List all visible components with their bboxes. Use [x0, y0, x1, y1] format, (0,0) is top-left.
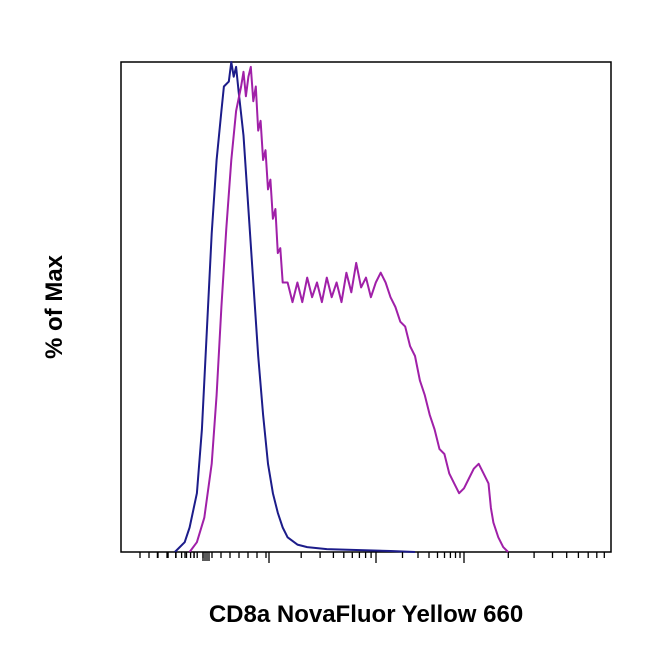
x-axis	[139, 552, 605, 563]
x-axis-label: CD8a NovaFluor Yellow 660	[209, 601, 523, 628]
series-layer	[174, 61, 509, 553]
histogram-series-1	[174, 61, 416, 553]
y-axis-label: % of Max	[41, 254, 68, 359]
plot-area	[120, 61, 612, 553]
plot-frame	[120, 61, 612, 553]
histogram-series-2	[188, 65, 509, 553]
